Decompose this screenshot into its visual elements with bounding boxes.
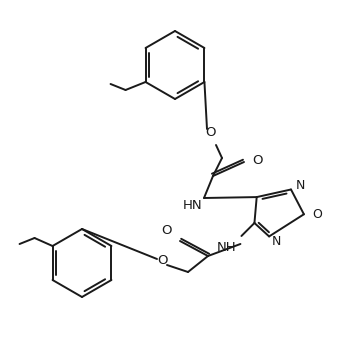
Text: N: N	[296, 179, 306, 192]
Text: O: O	[312, 208, 322, 221]
Text: O: O	[157, 254, 167, 268]
Text: O: O	[252, 153, 263, 166]
Text: NH: NH	[217, 241, 237, 254]
Text: O: O	[162, 224, 172, 237]
Text: O: O	[206, 126, 216, 139]
Text: HN: HN	[182, 199, 202, 212]
Text: N: N	[272, 235, 282, 248]
